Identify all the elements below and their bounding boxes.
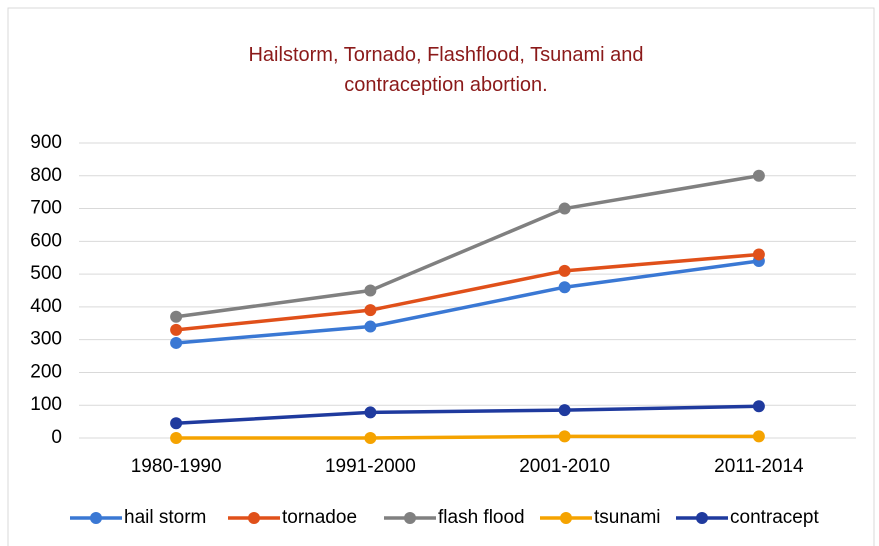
legend-marker — [404, 512, 416, 524]
data-point — [558, 430, 571, 443]
legend-label: tsunami — [594, 507, 661, 528]
data-point — [364, 304, 377, 317]
data-point — [170, 323, 183, 336]
y-tick-label: 800 — [30, 165, 62, 186]
series-line — [176, 404, 759, 425]
y-tick-label: 900 — [30, 132, 62, 153]
data-point — [170, 432, 183, 444]
legend-marker — [696, 512, 708, 524]
data-point — [558, 404, 571, 417]
legend-marker — [90, 512, 102, 524]
legend-marker — [560, 512, 572, 524]
legend-label: hail storm — [124, 507, 206, 528]
data-point — [752, 169, 765, 182]
data-point — [558, 264, 571, 277]
x-tick-label: 2011-2014 — [714, 456, 804, 477]
data-point — [364, 432, 377, 444]
legend-marker — [248, 512, 260, 524]
series-line — [175, 174, 760, 319]
y-tick-label: 0 — [51, 427, 62, 448]
data-point — [170, 310, 183, 323]
data-point — [364, 284, 377, 297]
y-tick-label: 500 — [30, 263, 62, 284]
data-point — [558, 202, 571, 215]
y-tick-label: 100 — [30, 394, 62, 415]
legend-label: contracept — [730, 507, 819, 528]
data-point — [558, 281, 571, 294]
data-point — [364, 320, 377, 333]
data-point — [752, 248, 765, 261]
legend-label: flash flood — [438, 507, 525, 528]
x-tick-label: 1980-1990 — [131, 456, 222, 477]
data-point — [752, 430, 765, 443]
x-tick-label: 1991-2000 — [325, 456, 416, 477]
series-line — [176, 434, 759, 440]
series-line — [175, 259, 760, 345]
chart-title: Hailstorm, Tornado, Flashflood, Tsunami … — [248, 44, 644, 96]
series-line — [175, 252, 760, 332]
x-tick-label: 2001-2010 — [519, 456, 610, 477]
data-point — [170, 336, 183, 349]
data-point — [364, 406, 377, 419]
y-tick-label: 400 — [30, 296, 62, 317]
data-point — [170, 417, 183, 430]
y-tick-label: 200 — [30, 361, 62, 382]
y-tick-label: 300 — [30, 329, 62, 350]
chart-frame — [7, 7, 875, 546]
data-point — [752, 400, 765, 413]
legend-label: tornadoe — [282, 507, 357, 528]
y-tick-label: 600 — [30, 230, 62, 251]
y-tick-label: 700 — [30, 198, 62, 219]
